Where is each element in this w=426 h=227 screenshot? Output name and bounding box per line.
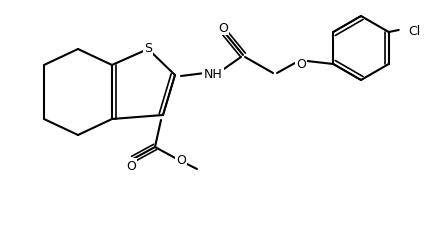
Text: S: S <box>144 41 152 54</box>
Text: O: O <box>176 154 186 167</box>
Text: O: O <box>126 160 136 173</box>
Text: O: O <box>218 21 228 34</box>
Text: O: O <box>296 57 306 70</box>
Text: Cl: Cl <box>409 24 421 37</box>
Text: NH: NH <box>204 67 222 80</box>
